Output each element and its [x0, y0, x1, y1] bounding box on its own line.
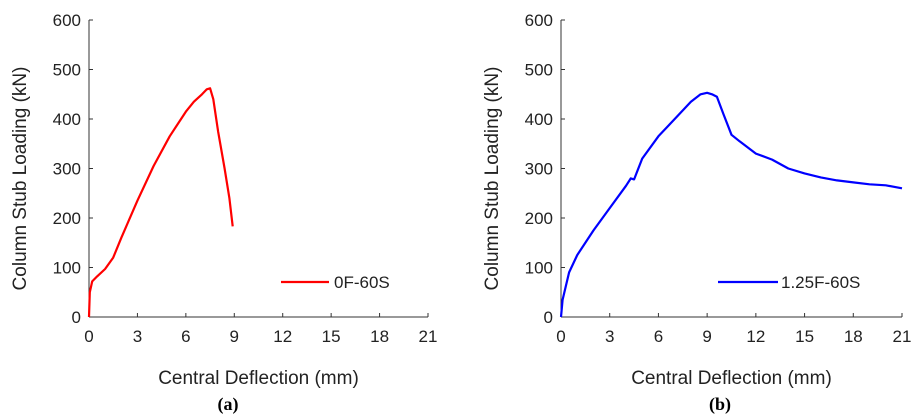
series-line-1.25F-60S [559, 91, 903, 318]
x-axis-label: Central Deflection (mm) [631, 368, 832, 389]
series-line-0F-60S [87, 87, 234, 318]
y-tick-label: 0 [72, 308, 81, 327]
panel-label: (b) [709, 394, 731, 415]
legend-label: 1.25F-60S [781, 273, 860, 292]
y-tick-label: 500 [53, 61, 81, 80]
x-tick-label: 0 [84, 327, 93, 346]
x-axis-label: Central Deflection (mm) [158, 368, 359, 389]
legend-label: 0F-60S [334, 273, 390, 292]
x-tick-label: 6 [654, 327, 663, 346]
y-tick-label: 200 [525, 209, 553, 228]
x-tick-label: 15 [322, 327, 341, 346]
x-tick-label: 18 [370, 327, 389, 346]
y-tick-label: 300 [525, 160, 553, 179]
x-tick-label: 15 [795, 327, 814, 346]
chart-panel-1: 0 100 200 300 400 500 600 0 3 6 9 12 15 18 21 Central D… [10, 11, 437, 415]
y-tick-label: 200 [53, 209, 81, 228]
x-tick-label: 0 [556, 327, 565, 346]
chart-panel-2: 0 100 200 300 400 500 600 0 3 6 9 12 15 18 21 Central D… [482, 11, 911, 415]
y-tick-label: 100 [53, 259, 81, 278]
y-axis-label: Column Stub Loading (kN) [10, 67, 31, 291]
y-tick-label: 500 [525, 61, 553, 80]
y-tick-label: 600 [525, 11, 553, 30]
x-tick-label: 21 [419, 327, 438, 346]
y-tick-label: 0 [544, 308, 553, 327]
x-tick-label: 18 [844, 327, 863, 346]
x-tick-label: 21 [893, 327, 912, 346]
x-tick-label: 12 [273, 327, 292, 346]
x-tick-label: 9 [702, 327, 711, 346]
y-tick-label: 300 [53, 160, 81, 179]
x-tick-label: 6 [181, 327, 190, 346]
y-tick-label: 100 [525, 259, 553, 278]
y-axis-label: Column Stub Loading (kN) [482, 67, 503, 291]
panel-label: (a) [218, 394, 239, 415]
x-tick-label: 3 [605, 327, 614, 346]
x-tick-label: 3 [133, 327, 142, 346]
y-tick-label: 600 [53, 11, 81, 30]
y-tick-label: 400 [53, 110, 81, 129]
x-tick-label: 12 [746, 327, 765, 346]
x-tick-label: 9 [230, 327, 239, 346]
y-tick-label: 400 [525, 110, 553, 129]
